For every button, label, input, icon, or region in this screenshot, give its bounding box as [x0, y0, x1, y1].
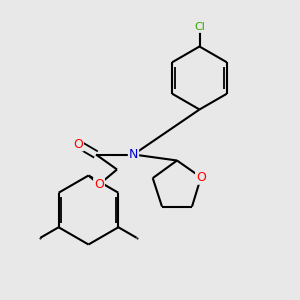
- Text: N: N: [129, 148, 138, 161]
- Text: Cl: Cl: [194, 22, 205, 32]
- Text: O: O: [73, 137, 83, 151]
- Text: O: O: [196, 171, 206, 184]
- Text: O: O: [94, 178, 104, 191]
